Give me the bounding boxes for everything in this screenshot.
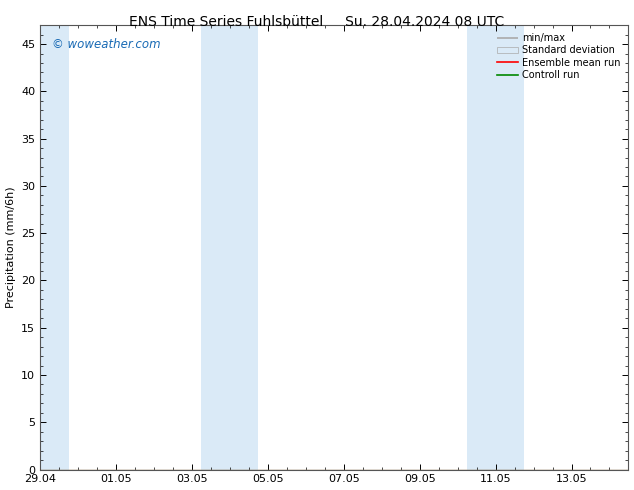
Text: © woweather.com: © woweather.com bbox=[52, 39, 160, 51]
Legend: min/max, Standard deviation, Ensemble mean run, Controll run: min/max, Standard deviation, Ensemble me… bbox=[494, 30, 624, 83]
Text: ENS Time Series Fuhlsbüttel     Su. 28.04.2024 08 UTC: ENS Time Series Fuhlsbüttel Su. 28.04.20… bbox=[129, 15, 505, 29]
Bar bbox=[230, 25, 259, 469]
Bar bbox=[202, 25, 230, 469]
Bar bbox=[40, 25, 68, 469]
Y-axis label: Precipitation (mm/6h): Precipitation (mm/6h) bbox=[6, 187, 16, 308]
Bar bbox=[496, 25, 524, 469]
Bar bbox=[467, 25, 496, 469]
